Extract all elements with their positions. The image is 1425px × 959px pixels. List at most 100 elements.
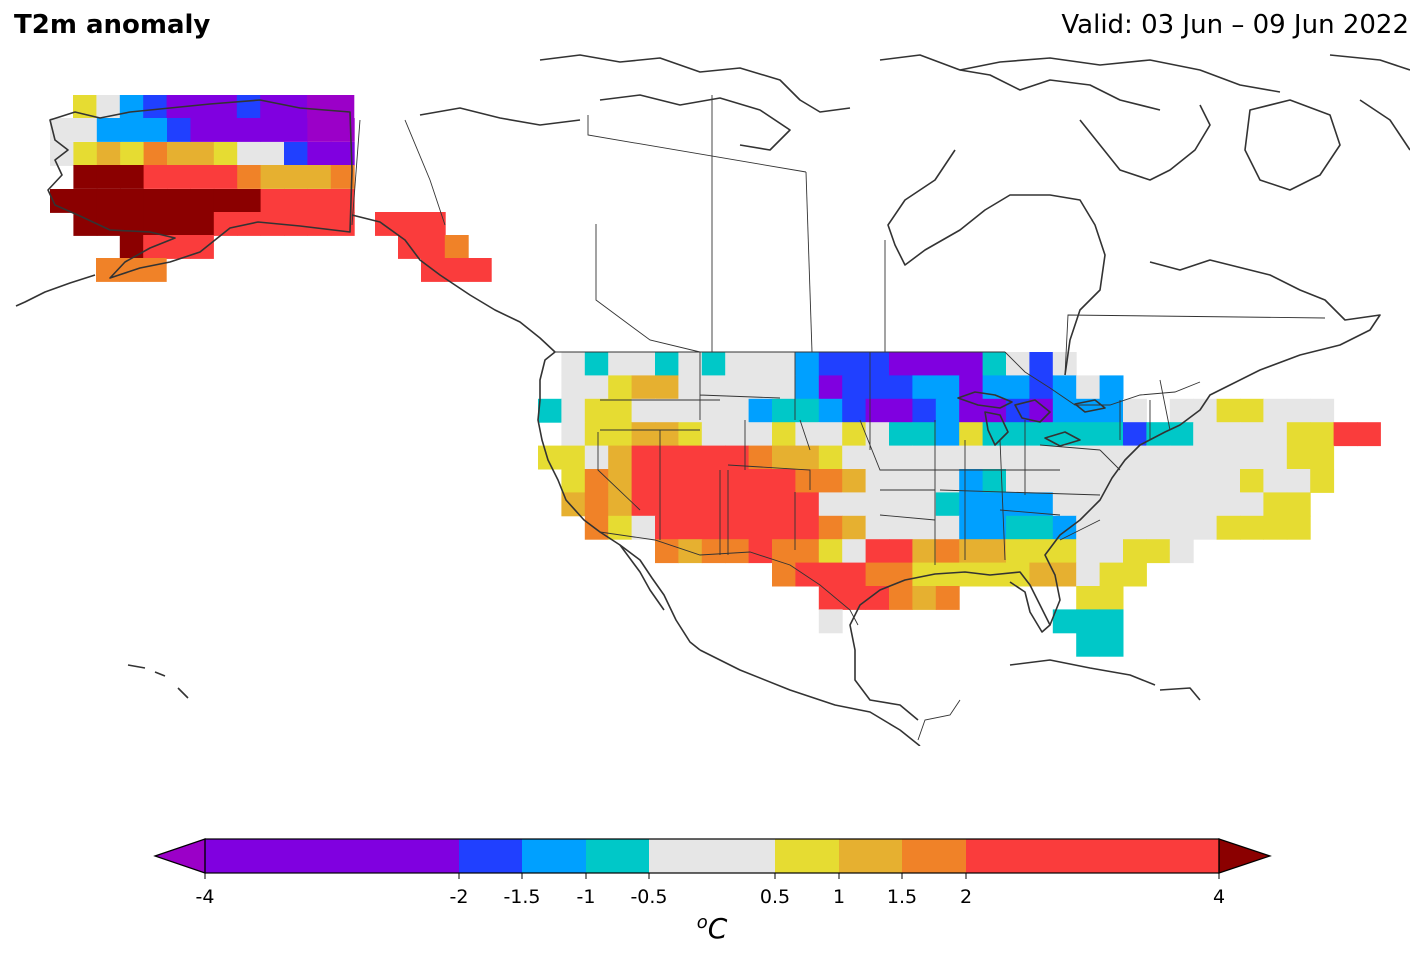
anomaly-cell (1169, 539, 1194, 564)
anomaly-cell (842, 515, 867, 540)
anomaly-cell (935, 352, 960, 376)
anomaly-cell (1099, 586, 1124, 610)
anomaly-cell (655, 445, 679, 470)
anomaly-cell (725, 352, 750, 376)
anomaly-cell (1263, 469, 1288, 493)
anomaly-cell (678, 469, 703, 493)
anomaly-cell (421, 235, 446, 259)
anomaly-cell (1146, 515, 1171, 540)
anomaly-cell (772, 422, 796, 447)
anomaly-cell (1169, 515, 1194, 540)
anomaly-cell (748, 515, 773, 540)
anomaly-cell (959, 562, 984, 587)
anomaly-cell (889, 398, 913, 423)
anomaly-cell (73, 212, 98, 236)
anomaly-cell (1052, 492, 1077, 517)
anomaly-cell (167, 118, 191, 142)
anomaly-cell (260, 142, 285, 166)
colorbar-tick-label: -1 (577, 886, 596, 908)
colorbar-under-triangle (153, 838, 206, 874)
colorbar-tick-label: -2 (450, 886, 469, 908)
anomaly-cell (96, 95, 121, 119)
anomaly-cell (1169, 398, 1194, 423)
anomaly-cell (561, 445, 586, 470)
colorbar-bin (586, 839, 649, 873)
anomaly-cell (1076, 445, 1101, 470)
anomaly-cell (1286, 515, 1311, 540)
anomaly-cell (1263, 515, 1288, 540)
anomaly-cell (330, 189, 355, 213)
anomaly-cell (1240, 492, 1264, 517)
anomaly-cell (190, 118, 215, 142)
anomaly-cell (772, 562, 796, 587)
anomaly-cell (1286, 445, 1311, 470)
anomaly-cell (1240, 445, 1264, 470)
anomaly-cell (912, 398, 937, 423)
anomaly-cell (1029, 375, 1054, 400)
anomaly-cell (1123, 469, 1147, 493)
anomaly-cell (795, 422, 820, 447)
anomaly-cell (1123, 539, 1147, 564)
colorbar-bin (902, 839, 966, 873)
anomaly-cell (1029, 492, 1054, 517)
anomaly-cell (1029, 515, 1054, 540)
anomaly-cell (73, 189, 98, 213)
anomaly-cell (631, 375, 656, 400)
anomaly-cell (818, 539, 843, 564)
anomaly-cell (237, 189, 262, 213)
anomaly-cell (748, 469, 773, 493)
anomaly-cell (1123, 445, 1147, 470)
anomaly-cell (143, 142, 168, 166)
anomaly-cell (982, 515, 1007, 540)
anomaly-cell (982, 539, 1007, 564)
anomaly-cell (631, 422, 656, 447)
colorbar-bin (839, 839, 902, 873)
anomaly-cell (1052, 398, 1077, 423)
anomaly-cell (772, 375, 796, 400)
anomaly-cell (842, 352, 867, 376)
anomaly-cell (1006, 445, 1030, 470)
anomaly-cell (655, 375, 679, 400)
anomaly-cell (1193, 445, 1218, 470)
anomaly-cell (1216, 515, 1241, 540)
anomaly-cell (1076, 469, 1101, 493)
anomaly-cell (307, 212, 332, 236)
valid-date-range: Valid: 03 Jun – 09 Jun 2022 (1061, 10, 1409, 40)
anomaly-cell (608, 445, 633, 470)
anomaly-cell (1263, 445, 1288, 470)
anomaly-cell (935, 562, 960, 587)
anomaly-cell (1263, 398, 1288, 423)
anomaly-cell (260, 165, 285, 189)
anomaly-cell (865, 492, 890, 517)
anomaly-cell (1310, 469, 1335, 493)
anomaly-cell (237, 118, 262, 142)
anomaly-cell (561, 492, 586, 517)
anomaly-cell (655, 422, 679, 447)
anomaly-cell (889, 375, 913, 400)
anomaly-cell (889, 422, 913, 447)
anomaly-cell (818, 352, 843, 376)
anomaly-cell (1099, 445, 1124, 470)
anomaly-cell (678, 375, 703, 400)
anomaly-cell (1146, 422, 1171, 447)
anomaly-cell (73, 118, 98, 142)
anomaly-cell (284, 212, 308, 236)
anomaly-cell (608, 352, 633, 376)
anomaly-cell (912, 375, 937, 400)
anomaly-cell (143, 189, 168, 213)
anomaly-cell (1006, 375, 1030, 400)
anomaly-cell (330, 95, 355, 119)
anomaly-cell (1286, 492, 1311, 517)
anomaly-cell (795, 539, 820, 564)
anomaly-cell (120, 142, 145, 166)
anomaly-cell (631, 445, 656, 470)
anomaly-cell (795, 515, 820, 540)
anomaly-cell (865, 375, 890, 400)
anomaly-cell (119, 235, 144, 259)
anomaly-cell (1099, 515, 1124, 540)
anomaly-cell (1076, 632, 1101, 657)
anomaly-cell (1216, 469, 1241, 493)
anomaly-cell (1193, 422, 1218, 447)
anomaly-cell (1263, 492, 1288, 517)
anomaly-cell (1310, 398, 1335, 423)
